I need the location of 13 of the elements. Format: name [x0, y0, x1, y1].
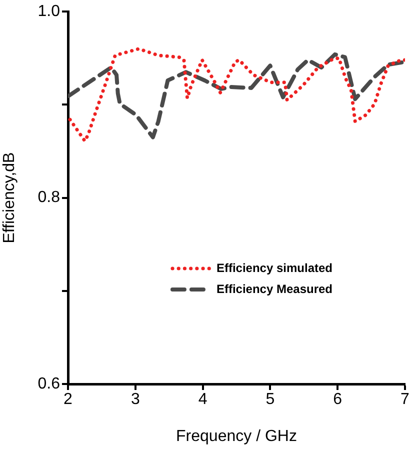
- y-tick-label: 0.6: [38, 375, 60, 392]
- x-axis-title: Frequency / GHz: [176, 428, 297, 445]
- x-tick-label: 6: [333, 391, 342, 408]
- x-tick-label: 5: [266, 391, 275, 408]
- x-tick-label: 7: [400, 391, 410, 408]
- legend-label: Efficiency Measured: [216, 282, 333, 296]
- y-tick-label: 1.0: [38, 3, 60, 20]
- legend-label: Efficiency simulated: [216, 260, 333, 275]
- x-tick-label: 4: [198, 391, 208, 408]
- y-axis-title: Efficiency,dB: [1, 152, 18, 244]
- x-tick-label: 2: [64, 391, 73, 408]
- x-tick-label: 3: [130, 391, 140, 408]
- y-tick-label: 0.8: [38, 189, 60, 206]
